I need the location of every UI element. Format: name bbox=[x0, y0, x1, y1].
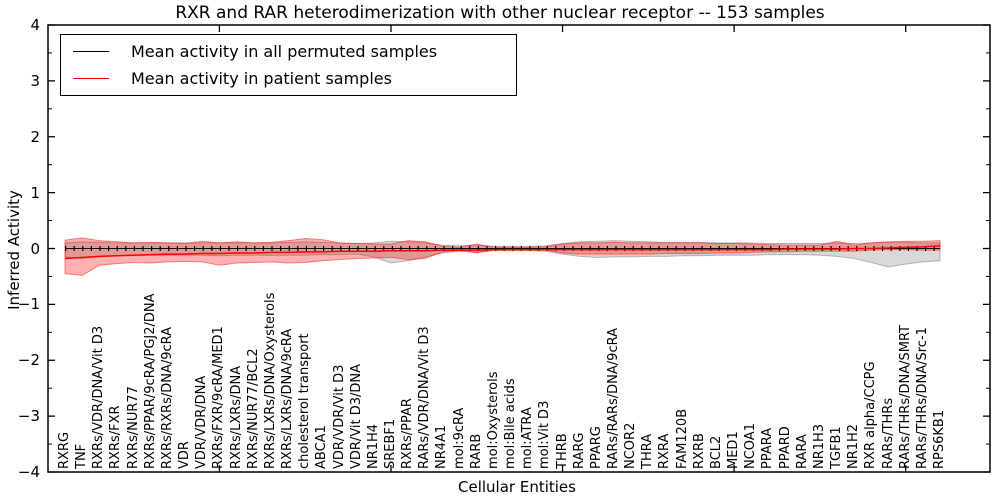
x-tick-label: RARs/THRs bbox=[880, 397, 896, 469]
x-tick-label: SREBF1 bbox=[382, 418, 398, 469]
y-tick-label: −3 bbox=[17, 407, 40, 426]
x-tick-label: mol:ATRA bbox=[520, 407, 536, 469]
x-tick-label: mol:Oxysterols bbox=[485, 371, 501, 470]
x-tick-label: RXRs/LXRs/DNA/9cRA bbox=[280, 328, 296, 469]
x-tick-label: RARA bbox=[794, 434, 810, 469]
y-tick-label: 1 bbox=[30, 183, 40, 202]
y-tick-label: −2 bbox=[17, 351, 40, 370]
chart-title: RXR and RAR heterodimerization with othe… bbox=[175, 3, 825, 23]
x-tick-label: PPARD bbox=[777, 426, 793, 469]
legend-item-patient: Mean activity in patient samples bbox=[73, 69, 516, 88]
x-tick-label: RXRB bbox=[691, 433, 707, 469]
x-tick-label: NCOR2 bbox=[623, 422, 639, 469]
x-tick-label: NCOA1 bbox=[743, 423, 759, 469]
y-tick-label: 4 bbox=[30, 16, 40, 34]
x-tick-label: NR1H4 bbox=[365, 423, 381, 469]
x-tick-label: VDR/Vit D3/DNA bbox=[348, 363, 364, 469]
x-tick-label: RXRs/NUR77/BCL2 bbox=[245, 348, 261, 469]
x-tick-label: RARs/THRs/DNA/Src-1 bbox=[914, 327, 930, 469]
legend: Mean activity in all permuted samples Me… bbox=[60, 34, 517, 96]
x-tick-label: THRB bbox=[554, 433, 570, 469]
x-tick-label: BCL2 bbox=[708, 435, 724, 469]
y-tick-label: 2 bbox=[30, 127, 40, 146]
x-tick-label: VDR bbox=[177, 441, 193, 469]
x-tick-label: RXRs/LXRs/DNA/Oxysterols bbox=[262, 292, 278, 469]
x-tick-label: NR1H2 bbox=[846, 423, 862, 469]
x-tick-label: mol:Bile acids bbox=[503, 378, 519, 469]
patient-mean-line bbox=[64, 244, 941, 260]
x-tick-label: RARs/RARs/DNA/9cRA bbox=[606, 328, 622, 469]
x-tick-label: NR4A1 bbox=[434, 424, 450, 469]
patient-band bbox=[64, 237, 941, 276]
x-tick-label: ABCA1 bbox=[314, 425, 330, 469]
x-tick-label: RXRs/PPAR/9cRA/PGJ2/DNA bbox=[142, 293, 158, 470]
x-tick-label: NR1H3 bbox=[811, 423, 827, 469]
permuted-line-swatch bbox=[73, 51, 109, 53]
y-tick-label: 0 bbox=[30, 239, 40, 258]
x-tick-label: mol:9cRA bbox=[451, 407, 467, 469]
y-tick-label: −1 bbox=[17, 295, 40, 314]
x-tick-label: MED1 bbox=[726, 431, 742, 469]
x-tick-label: THRA bbox=[640, 433, 656, 469]
x-tick-label: RARs/VDR/DNA/Vit D3 bbox=[417, 326, 433, 469]
x-tick-label: RXRG bbox=[57, 431, 72, 469]
x-tick-label: RXRs/LXRs/DNA bbox=[228, 365, 244, 469]
legend-item-permuted: Mean activity in all permuted samples bbox=[73, 42, 516, 61]
patient-line-swatch bbox=[73, 77, 109, 79]
x-tick-label: RXRs/FXR/9cRA/MED1 bbox=[211, 326, 227, 469]
x-tick-label: RXRs/FXR bbox=[108, 405, 124, 469]
y-tick-label: −4 bbox=[17, 463, 40, 481]
x-tick-label: cholesterol transport bbox=[297, 333, 313, 469]
x-axis-label: Cellular Entities bbox=[458, 478, 576, 496]
x-tick-label: RXRs/VDR/DNA/Vit D3 bbox=[91, 325, 107, 469]
permuted-band bbox=[64, 240, 941, 268]
x-tick-label: RARs/THRs/DNA/SMRT bbox=[897, 325, 913, 469]
x-tick-label: PPARA bbox=[760, 427, 776, 469]
x-tick-label: RPS6KB1 bbox=[932, 409, 947, 469]
x-tick-label: FAM120B bbox=[674, 408, 690, 469]
x-tick-label: RXRs/PPAR bbox=[400, 398, 416, 469]
legend-label-patient: Mean activity in patient samples bbox=[131, 68, 392, 88]
x-tick-label: RARB bbox=[468, 433, 484, 469]
x-tick-label: RARG bbox=[571, 432, 587, 469]
x-tick-label: mol:Vit D3 bbox=[537, 400, 553, 469]
x-tick-label: VDR/VDR/Vit D3 bbox=[331, 364, 347, 469]
x-tick-label: RXR alpha/CCPG bbox=[863, 361, 879, 469]
x-tick-label: RXRs/RXRs/DNA/9cRA bbox=[159, 326, 175, 469]
y-tick-label: 3 bbox=[30, 71, 40, 90]
legend-label-permuted: Mean activity in all permuted samples bbox=[131, 42, 438, 62]
x-tick-label: PPARG bbox=[588, 426, 604, 469]
x-tick-label: VDR/VDR/DNA bbox=[194, 375, 210, 469]
x-tick-label: RXRA bbox=[657, 433, 673, 469]
x-tick-label: TGFB1 bbox=[829, 426, 845, 469]
x-tick-label: TNF bbox=[74, 443, 90, 469]
x-tick-label: RXRs/NUR77 bbox=[125, 386, 141, 469]
